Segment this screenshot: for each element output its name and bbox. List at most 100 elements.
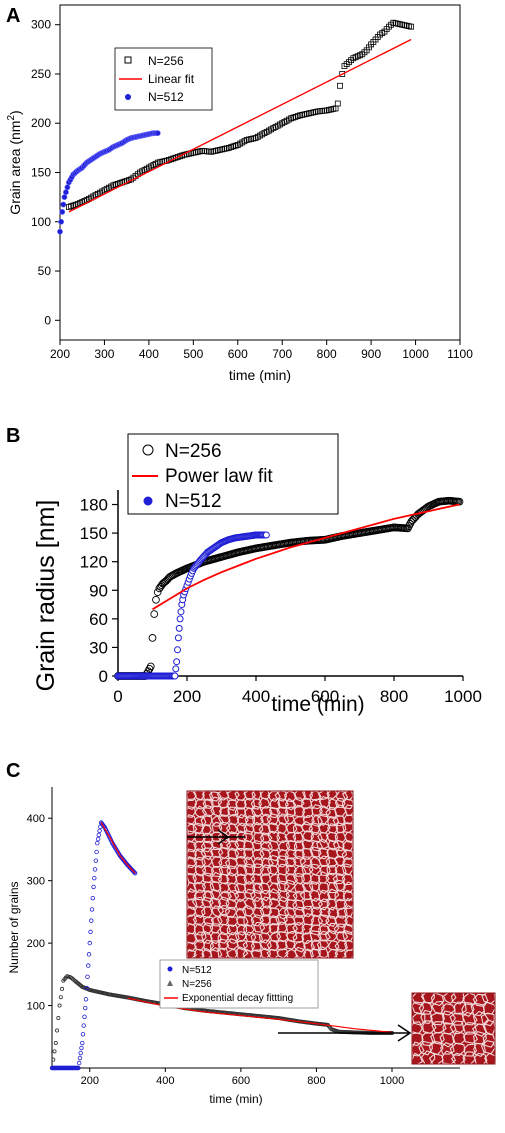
point-n512-a-67 xyxy=(154,130,161,136)
x-tick-label-c-0: 200 xyxy=(81,1075,99,1087)
grain-image-512-grain-8-19 xyxy=(342,856,354,868)
grain-image-512-grain-5-14 xyxy=(302,830,314,843)
point-n512-b-60 xyxy=(174,634,182,642)
grain-image-512-grain-12-3 xyxy=(210,888,221,901)
grain-image-512-grain-15-6 xyxy=(236,915,249,927)
grain-image-512-grain-7-7 xyxy=(243,847,255,861)
legend-label-n512-b: N=512 xyxy=(165,491,222,512)
y-tick-label-a-4: 200 xyxy=(31,116,51,130)
grain-image-512-grain-17-13 xyxy=(292,932,305,944)
grain-image-512-grain-12-19 xyxy=(342,889,354,902)
grain-image-512-grain-13-18 xyxy=(335,898,348,910)
grain-image-512-grain-2-14 xyxy=(302,807,314,819)
point-n512-b-63 xyxy=(177,608,185,616)
grain-image-512-grain-4-1 xyxy=(192,822,205,835)
legend-marker-n256-c xyxy=(167,980,173,986)
grain-image-512-grain-16-1 xyxy=(193,923,204,936)
point-n256-c-8 xyxy=(60,986,65,991)
series-n512-c xyxy=(49,820,138,1071)
point-n256-b-229 xyxy=(419,506,428,515)
grain-image-512-grain-12-5 xyxy=(227,889,240,902)
grain-image-512-grain-15-18 xyxy=(334,915,348,928)
point-n512-c-53 xyxy=(89,907,95,912)
point-n512-c-45 xyxy=(83,997,89,1002)
point-n256-c-6 xyxy=(57,1003,62,1008)
grain-image-512-grain-18-8 xyxy=(250,940,262,953)
grain-image-512-grain-5-8 xyxy=(253,831,265,845)
grain-image-512-grain-17-3 xyxy=(210,932,222,945)
point-n512-c-43 xyxy=(82,1014,87,1019)
fit-line-b xyxy=(152,503,460,611)
y-tick-label-b-2: 60 xyxy=(89,610,108,629)
grain-image-512-grain-14-14 xyxy=(301,905,314,918)
grain-image-512-grain-6-7 xyxy=(243,840,255,851)
grain-image-256-grain-4-7 xyxy=(482,1033,496,1048)
x-tick-label-b-5: 1000 xyxy=(444,687,482,706)
point-n256-a-121 xyxy=(334,100,341,107)
point-n512-b-57 xyxy=(172,665,180,673)
grain-image-512-grain-18-10 xyxy=(266,939,280,952)
grain-image-512-grain-5-9 xyxy=(259,832,273,845)
grain-image-512-grain-0-11 xyxy=(274,790,287,802)
grain-image-256-grain-1-5 xyxy=(461,1002,475,1017)
x-tick-label-b-3: 600 xyxy=(311,687,339,706)
chart-b: B 0 200 400 600 800 1000 0 30 60 90 120 150 180 time (… xyxy=(6,425,482,716)
grain-image-512-grain-3-17 xyxy=(327,815,340,827)
grain-image-256-grain-5-3 xyxy=(440,1042,455,1055)
grain-image-512-grain-6-3 xyxy=(211,840,224,851)
grain-image-512-grain-7-16 xyxy=(318,848,329,860)
point-n512-c-37 xyxy=(77,1055,83,1061)
grain-image-512-grain-13-4 xyxy=(217,896,230,910)
point-n512-c-47 xyxy=(85,974,90,980)
point-n512-c-51 xyxy=(88,929,93,935)
grain-image-512-grain-15-8 xyxy=(250,914,264,927)
point-n512-a-0 xyxy=(57,228,63,235)
grain-image-512-grain-7-6 xyxy=(234,847,247,860)
grain-image-512-grain-11-17 xyxy=(327,882,339,894)
grain-image-512-grain-6-2 xyxy=(200,840,213,853)
grain-image-256-grain-2-5 xyxy=(461,1011,478,1026)
grain-image-512-grain-0-3 xyxy=(208,791,222,802)
grain-image-512-grain-12-18 xyxy=(334,889,345,902)
grain-image-512-grain-4-5 xyxy=(225,822,239,835)
x-tick-label-a-5: 700 xyxy=(272,347,292,361)
grain-image-512-grain-16-19 xyxy=(343,923,354,936)
grain-image-512-grain-16-14 xyxy=(301,923,313,935)
point-n512-c-60 xyxy=(95,840,100,846)
grain-image-512-grain-14-10 xyxy=(269,907,280,919)
grain-image-512-grain-16-2 xyxy=(202,922,214,934)
grain-image-512-grain-11-19 xyxy=(343,881,354,894)
grain-image-512-grain-10-15 xyxy=(309,873,321,886)
grain-image-512-grain-16-12 xyxy=(286,923,298,934)
grain-image-512-grain-6-8 xyxy=(251,840,263,852)
point-n512-c-54 xyxy=(90,895,95,901)
point-n256-c-2 xyxy=(52,1049,57,1054)
y-tick-label-b-6: 180 xyxy=(80,496,108,515)
x-tick-label-a-6: 800 xyxy=(317,347,337,361)
x-tick-label-c-2: 600 xyxy=(232,1075,250,1087)
grain-image-512-grain-2-6 xyxy=(234,807,247,819)
y-axis-label-a: Grain area (nm2) xyxy=(6,110,23,214)
legend-a: N=256 Linear fit N=512 xyxy=(114,47,213,111)
point-n512-c-36 xyxy=(76,1060,82,1066)
grain-image-512-grain-3-16 xyxy=(317,813,329,826)
point-n256-c-3 xyxy=(53,1041,58,1046)
grain-image-512-grain-8-4 xyxy=(218,857,231,869)
legend-label-n512-c: N=512 xyxy=(182,965,212,976)
point-n512-a-6 xyxy=(64,184,71,191)
grain-image-512-grain-1-5 xyxy=(226,799,238,811)
grain-image-512-grain-12-16 xyxy=(318,889,331,903)
grain-image-256-grain-1-3 xyxy=(441,1003,456,1016)
grain-image-512-grain-0-10 xyxy=(267,791,281,802)
grain-image-512-grain-1-16 xyxy=(318,795,331,810)
point-n512-c-50 xyxy=(87,940,92,946)
grain-image-512-grain-3-6 xyxy=(236,813,249,827)
grain-image-512-grain-3-14 xyxy=(302,815,315,826)
panel-letter-a: A xyxy=(6,5,20,27)
series-n256-a xyxy=(65,19,415,210)
grain-image-512-grain-3-10 xyxy=(266,813,279,826)
x-tick-label-a-9: 1100 xyxy=(447,347,473,361)
grain-image-512-grain-15-9 xyxy=(259,915,271,927)
grain-image-512-grain-12-6 xyxy=(234,890,247,903)
grain-image-512-grain-13-5 xyxy=(225,898,238,911)
